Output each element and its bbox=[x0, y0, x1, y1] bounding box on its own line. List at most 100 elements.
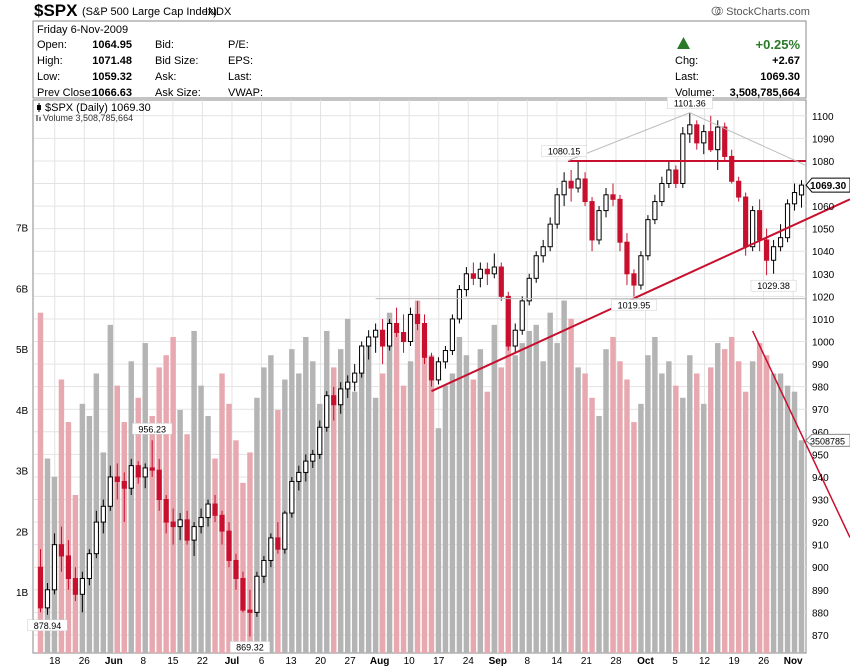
volume-bar bbox=[575, 367, 581, 653]
candle bbox=[561, 172, 567, 207]
candle bbox=[701, 124, 707, 155]
svg-text:1019.95: 1019.95 bbox=[618, 300, 651, 310]
volume-bar bbox=[65, 422, 72, 653]
price-tick-label: 890 bbox=[812, 586, 829, 597]
price-annotation: 1101.36 bbox=[666, 97, 713, 109]
price-annotation: 1080.15 bbox=[541, 145, 587, 157]
volume-bar bbox=[631, 422, 637, 653]
volume-bar bbox=[191, 330, 197, 653]
volume-tick-label: 5B bbox=[16, 345, 29, 356]
candle bbox=[666, 160, 672, 189]
volume-bar bbox=[666, 361, 672, 653]
candle bbox=[212, 495, 218, 523]
candle bbox=[86, 549, 92, 586]
date-tick-label: 8 bbox=[525, 656, 531, 667]
volume-bar bbox=[680, 397, 686, 653]
volume-bar bbox=[296, 373, 302, 653]
candle bbox=[289, 476, 295, 518]
candle bbox=[477, 262, 483, 288]
quote-label: P/E: bbox=[228, 39, 249, 51]
price-tick-label: 1090 bbox=[812, 134, 835, 145]
candle bbox=[184, 510, 190, 545]
volume-bar bbox=[498, 367, 505, 653]
support-trendline bbox=[431, 198, 850, 393]
price-tick-label: 910 bbox=[812, 541, 829, 552]
source-label: © StockCharts.com bbox=[715, 6, 810, 18]
volume-bar bbox=[610, 337, 616, 653]
date-tick-label: 21 bbox=[581, 656, 593, 667]
svg-text:956.23: 956.23 bbox=[138, 424, 166, 434]
candle bbox=[393, 307, 400, 337]
candle bbox=[659, 176, 665, 207]
candle bbox=[317, 420, 323, 459]
volume-tick-label: 2B bbox=[16, 527, 29, 538]
volume-bar bbox=[358, 355, 365, 653]
exchange-label: INDX bbox=[205, 6, 232, 18]
date-tick-label: 10 bbox=[404, 656, 416, 667]
candle bbox=[463, 267, 469, 297]
volume-bar bbox=[268, 355, 274, 653]
volume-bar bbox=[317, 403, 323, 653]
volume-bar bbox=[505, 300, 511, 653]
volume-bar bbox=[86, 416, 93, 653]
quote-value: 1071.48 bbox=[92, 55, 132, 67]
volume-trendline bbox=[751, 330, 850, 538]
candle bbox=[526, 273, 532, 306]
candle bbox=[282, 510, 288, 554]
last-value: 1069.30 bbox=[760, 71, 800, 83]
volume-tick-label: 4B bbox=[16, 406, 29, 417]
volume-bar bbox=[777, 373, 784, 653]
candle bbox=[456, 285, 462, 324]
candle bbox=[547, 217, 553, 252]
date-tick-label: 8 bbox=[141, 656, 147, 667]
price-tick-label: 940 bbox=[812, 473, 829, 484]
svg-text:1080.15: 1080.15 bbox=[548, 147, 581, 157]
price-tick-label: 1040 bbox=[812, 247, 835, 258]
price-tick-label: 980 bbox=[812, 383, 829, 394]
svg-text:3508785: 3508785 bbox=[810, 436, 845, 446]
volume-bar bbox=[540, 361, 546, 653]
date-tick-label: 19 bbox=[729, 656, 741, 667]
candle bbox=[163, 495, 169, 534]
candle bbox=[121, 472, 127, 523]
volume-bar bbox=[254, 397, 260, 653]
volume-bar bbox=[407, 361, 414, 653]
candle bbox=[687, 112, 693, 143]
candle bbox=[777, 224, 784, 252]
svg-text:878.94: 878.94 bbox=[34, 621, 62, 631]
candle bbox=[540, 239, 546, 263]
price-tick-label: 960 bbox=[812, 428, 829, 439]
last-volume-tag: 3508785 bbox=[805, 433, 850, 447]
quote-label: Ask Size: bbox=[155, 87, 201, 99]
volume-bar bbox=[547, 312, 553, 653]
candle bbox=[240, 571, 246, 613]
candle bbox=[610, 183, 616, 207]
index-name: (S&P 500 Large Cap Index) bbox=[82, 6, 217, 18]
volume-bar bbox=[638, 403, 644, 653]
volume-bar bbox=[673, 385, 679, 653]
candle-legend-icon bbox=[37, 103, 41, 112]
volume-bar bbox=[708, 367, 714, 653]
up-arrow-icon bbox=[677, 37, 690, 49]
candle bbox=[65, 540, 72, 590]
volume-bar bbox=[303, 337, 309, 653]
candle bbox=[421, 314, 428, 365]
volume-label: Volume: bbox=[675, 87, 715, 99]
volume-bar bbox=[240, 482, 246, 653]
candle bbox=[268, 533, 274, 568]
volume-legend-icon bbox=[36, 115, 41, 121]
candle bbox=[575, 160, 581, 193]
candle bbox=[554, 188, 560, 229]
candle bbox=[645, 215, 651, 261]
channel-line bbox=[689, 112, 807, 166]
candle bbox=[51, 533, 58, 595]
quote-label: EPS: bbox=[228, 55, 253, 67]
volume-bar bbox=[652, 337, 658, 653]
date-tick-label: 24 bbox=[463, 656, 475, 667]
price-tick-label: 1080 bbox=[812, 157, 835, 168]
volume-bar bbox=[400, 385, 407, 653]
volume-bar bbox=[470, 379, 477, 653]
candle bbox=[442, 346, 449, 369]
candle bbox=[93, 510, 99, 559]
candle bbox=[205, 499, 211, 527]
